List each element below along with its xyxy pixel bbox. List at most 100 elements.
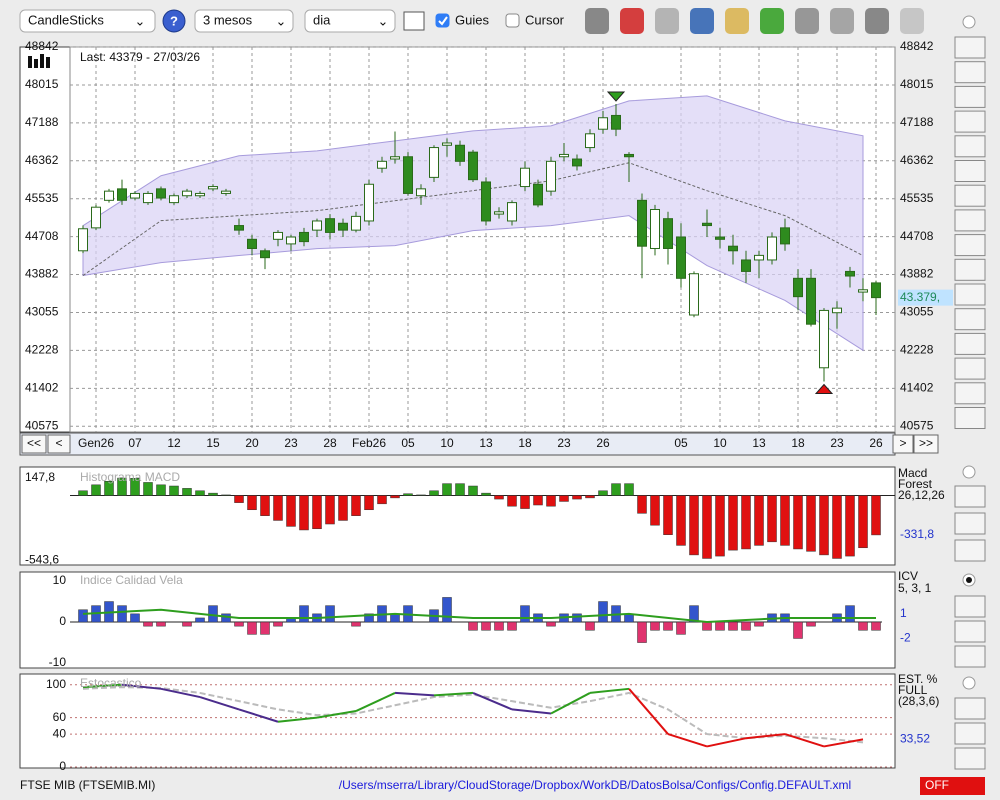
side-button[interactable]: [954, 722, 986, 745]
candle-body: [728, 245, 738, 252]
chart-icon[interactable]: [403, 11, 425, 31]
icv-bar: [494, 621, 504, 631]
tool-icon[interactable]: [725, 8, 749, 34]
candle-body: [481, 181, 491, 222]
histogram-bar: [585, 495, 595, 499]
tool-icon[interactable]: [830, 8, 854, 34]
side-button[interactable]: [954, 234, 986, 257]
side-button[interactable]: [954, 407, 986, 429]
histogram-bar: [741, 495, 751, 550]
tool-icon[interactable]: [620, 8, 644, 34]
histogram-bar: [533, 495, 543, 506]
period-select[interactable]: [194, 9, 294, 33]
nav-button[interactable]: [892, 434, 914, 454]
side-button[interactable]: [954, 595, 986, 618]
cursor-label: Cursor: [525, 12, 565, 27]
candle-body: [325, 218, 335, 233]
side-button[interactable]: [954, 620, 986, 643]
select-arrow: ⌄: [378, 13, 389, 28]
guides-label: Guies: [455, 12, 489, 27]
y-tick-label: 40: [53, 726, 67, 740]
x-tick-label: 05: [401, 436, 415, 450]
tool-icon[interactable]: [585, 8, 609, 34]
icv-bar: [585, 621, 595, 631]
side-button[interactable]: [954, 308, 986, 331]
nav-button[interactable]: [21, 434, 47, 454]
side-button[interactable]: [954, 747, 986, 770]
side-button[interactable]: [954, 539, 986, 562]
x-tick-label: 23: [557, 436, 571, 450]
x-tick-label: Feb26: [352, 436, 386, 450]
side-button[interactable]: [954, 160, 986, 182]
side-button[interactable]: [954, 332, 986, 355]
y-tick-label: 48842: [25, 39, 59, 53]
side-button[interactable]: [954, 697, 986, 720]
icv-bar: [663, 621, 673, 631]
chart-icon-bar: [28, 56, 32, 68]
tool-icon[interactable]: [795, 8, 819, 34]
side-button[interactable]: [954, 485, 986, 508]
side-button[interactable]: [954, 110, 986, 133]
side-button[interactable]: [954, 512, 986, 535]
side-button[interactable]: [954, 382, 986, 405]
nav-button[interactable]: [47, 434, 71, 454]
y-tick-label-right: 42228: [900, 343, 934, 357]
icv-bar: [845, 605, 855, 623]
side-button[interactable]: [954, 283, 986, 306]
histogram-bar: [793, 495, 803, 550]
side-button[interactable]: [954, 357, 986, 380]
radio-button[interactable]: [962, 465, 976, 479]
histogram-bar: [572, 495, 582, 500]
candle-body: [767, 236, 777, 261]
status-box[interactable]: [920, 777, 985, 795]
side-button[interactable]: [954, 36, 986, 59]
tool-icon[interactable]: [900, 8, 924, 34]
cursor-checkbox[interactable]: [505, 13, 520, 28]
radio-button[interactable]: [962, 15, 976, 29]
candle-body: [312, 220, 322, 231]
icv-bar: [546, 621, 556, 627]
config-path: /Users/mserra/Library/CloudStorage/Dropb…: [339, 778, 851, 792]
tool-icon[interactable]: [690, 8, 714, 34]
y-tick-label: 44708: [25, 229, 59, 243]
k-line-segment: [82, 683, 123, 689]
side-button[interactable]: [954, 85, 986, 108]
y-tick-label: 46362: [25, 153, 59, 167]
side-button[interactable]: [954, 258, 986, 281]
radio-button[interactable]: [962, 676, 976, 690]
side-button[interactable]: [954, 645, 986, 668]
y-tick-label: 45535: [25, 191, 59, 205]
legend-entry: (28,3,6): [898, 694, 939, 708]
signal-last-label: 1: [900, 606, 907, 620]
tool-icon[interactable]: [655, 8, 679, 34]
guides-checkbox[interactable]: [435, 13, 450, 28]
candle-body: [598, 117, 608, 130]
candle-body: [299, 231, 309, 243]
tool-icon[interactable]: [865, 8, 889, 34]
side-button[interactable]: [954, 184, 986, 207]
x-tick-label: 28: [323, 436, 337, 450]
side-button[interactable]: [954, 135, 986, 158]
candle-body: [546, 160, 556, 192]
histogram-bar: [338, 495, 348, 521]
legend-entry: 26,12,26: [898, 488, 945, 502]
nav-button[interactable]: [913, 434, 939, 454]
icv-bar: [234, 621, 244, 627]
radio-dot: [966, 577, 972, 583]
k-line-segment: [316, 710, 357, 719]
help-button[interactable]: [162, 9, 186, 33]
icv-bar: [793, 621, 803, 639]
y-tick-label-right: 47188: [900, 115, 934, 129]
side-button[interactable]: [954, 61, 986, 84]
interval-select[interactable]: [304, 9, 396, 33]
x-tick-label: 13: [479, 436, 493, 450]
k-line-segment: [745, 733, 786, 740]
candle-body: [338, 222, 348, 231]
histogram-bar: [221, 494, 231, 496]
chart-type-select[interactable]: [19, 9, 156, 33]
k-line-segment: [667, 733, 708, 748]
side-button[interactable]: [954, 209, 986, 232]
tool-icon[interactable]: [760, 8, 784, 34]
bollinger-band: [82, 95, 864, 352]
icv-bar: [208, 605, 218, 623]
